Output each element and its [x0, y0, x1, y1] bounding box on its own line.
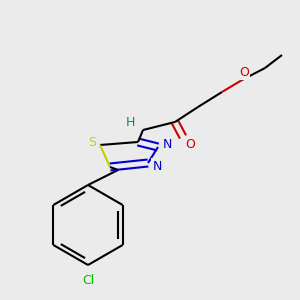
Text: O: O	[239, 65, 249, 79]
Text: N: N	[152, 160, 162, 172]
Text: O: O	[185, 139, 195, 152]
Text: H: H	[125, 116, 135, 130]
Text: S: S	[88, 136, 96, 148]
Text: Cl: Cl	[82, 274, 94, 287]
Text: N: N	[162, 137, 172, 151]
